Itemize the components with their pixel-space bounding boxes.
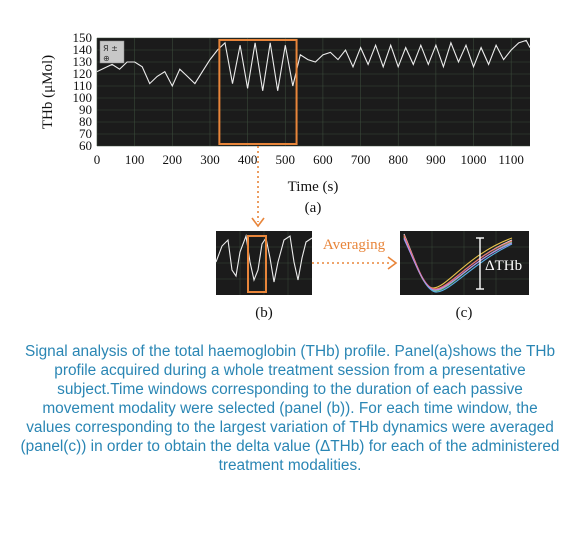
x-tick-label: 800 bbox=[388, 152, 408, 167]
y-tick-label: 150 bbox=[73, 30, 93, 45]
x-tick-label: 0 bbox=[94, 152, 101, 167]
plot-c-grid bbox=[400, 231, 529, 295]
panel-c-label: (c) bbox=[456, 305, 473, 321]
connector-arrowhead bbox=[251, 217, 265, 228]
x-tick-label: 700 bbox=[351, 152, 371, 167]
x-tick-label: 900 bbox=[426, 152, 446, 167]
y-tick-label: 110 bbox=[73, 78, 92, 93]
x-axis-label: Time (s) bbox=[288, 179, 339, 195]
y-tick-label: 70 bbox=[79, 126, 92, 141]
y-axis-label: THb (μMol) bbox=[40, 55, 56, 129]
x-tick-label: 500 bbox=[276, 152, 296, 167]
x-tick-label: 600 bbox=[313, 152, 333, 167]
y-tick-label: 90 bbox=[79, 102, 92, 117]
figure-caption: Signal analysis of the total haemoglobin… bbox=[20, 343, 560, 474]
y-tick-label: 120 bbox=[73, 66, 93, 81]
x-tick-label: 200 bbox=[163, 152, 183, 167]
panel-a-label: (a) bbox=[305, 200, 322, 216]
plot-a-grid bbox=[96, 37, 530, 147]
averaged-curves bbox=[403, 233, 513, 293]
thb-series-line bbox=[96, 39, 531, 91]
averaged-curve bbox=[403, 237, 513, 291]
x-tick-label: 1000 bbox=[461, 152, 487, 167]
averaged-curve bbox=[403, 234, 513, 290]
x-tick-label: 1100 bbox=[498, 152, 524, 167]
svg-text:Я ±: Я ± bbox=[103, 44, 118, 53]
averaging-label: Averaging bbox=[323, 237, 386, 253]
panel-b-label: (b) bbox=[255, 305, 273, 321]
y-tick-label: 60 bbox=[79, 138, 92, 153]
x-axis-ticks: 0 100 200 300 400 500 600 700 800 900 1000 1100 bbox=[94, 152, 524, 167]
svg-text:⊕: ⊕ bbox=[103, 54, 110, 63]
y-tick-label: 140 bbox=[73, 42, 93, 57]
plot-toolbar-icon[interactable]: Я ± ⊕ bbox=[99, 40, 125, 64]
x-tick-label: 400 bbox=[238, 152, 258, 167]
delta-thb-label: ΔTHb bbox=[485, 258, 522, 274]
plot-a-background bbox=[97, 38, 530, 146]
zoom-window-box bbox=[247, 235, 267, 293]
zoomed-series-line bbox=[215, 233, 313, 283]
averaging-arrowhead bbox=[387, 256, 398, 270]
x-tick-label: 100 bbox=[125, 152, 145, 167]
y-tick-label: 100 bbox=[73, 90, 93, 105]
selection-window-box bbox=[218, 39, 298, 145]
delta-bracket bbox=[476, 237, 484, 290]
x-tick-label: 300 bbox=[200, 152, 220, 167]
y-tick-label: 80 bbox=[79, 114, 92, 129]
y-tick-label: 130 bbox=[73, 54, 93, 69]
